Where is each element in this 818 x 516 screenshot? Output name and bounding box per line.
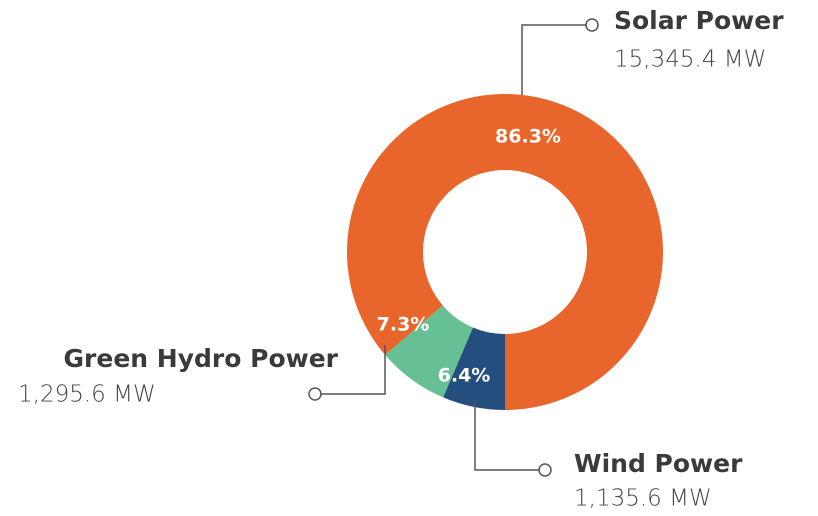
leader-line: [521, 24, 586, 95]
slice: [443, 327, 505, 411]
value-label: 86.3%: [495, 126, 561, 148]
leader-line: [474, 400, 539, 471]
category-label: Solar Power: [614, 6, 784, 35]
category-label: Green Hydro Power: [64, 344, 339, 373]
amount-label: 1,295.6 MW: [18, 382, 156, 408]
slice: [347, 94, 663, 411]
value-label: 7.3%: [377, 314, 430, 336]
leader-dot: [308, 387, 322, 401]
category-label: Wind Power: [574, 449, 743, 478]
amount-label: 1,135.6 MW: [574, 486, 712, 512]
slices: [347, 94, 663, 411]
leader-dot: [538, 463, 552, 477]
amount-label: 15,345.4 MW: [614, 47, 766, 73]
slice: [385, 305, 473, 398]
value-label: 6.4%: [438, 365, 491, 387]
leader-line: [321, 345, 386, 395]
leader-dot: [585, 18, 599, 32]
